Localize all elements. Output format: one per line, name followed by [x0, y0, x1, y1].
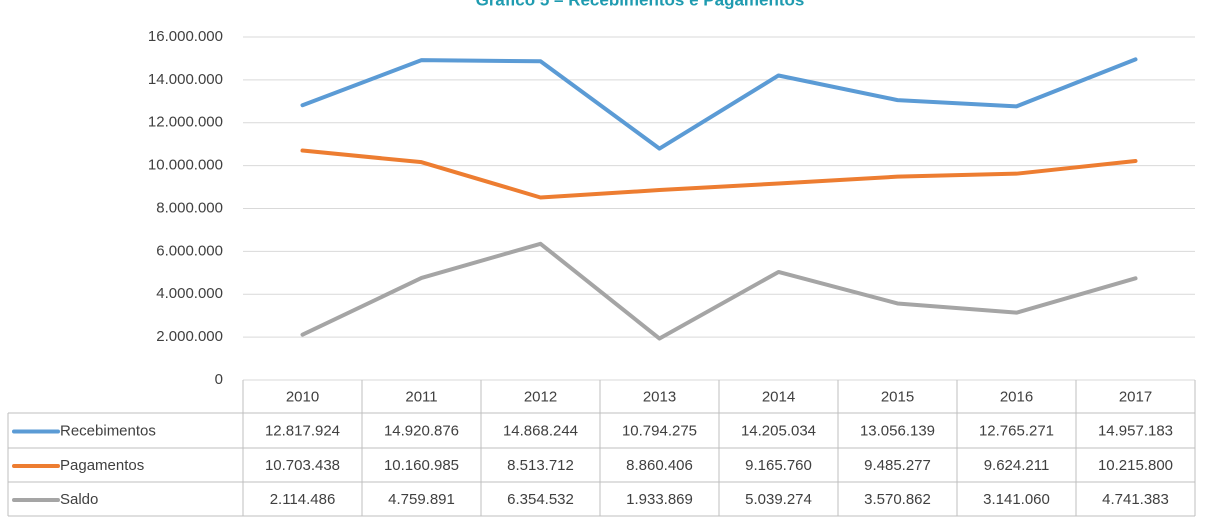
y-tick-label: 10.000.000	[148, 157, 223, 174]
table-value: 14.957.183	[1098, 422, 1173, 439]
x-tick-label: 2016	[1000, 388, 1033, 405]
series-line	[300, 241, 1138, 341]
table-value: 10.215.800	[1098, 457, 1173, 474]
x-tick-label: 2014	[762, 388, 795, 405]
y-tick-label: 8.000.000	[156, 199, 223, 216]
x-tick-label: 2015	[881, 388, 914, 405]
table-value: 14.920.876	[384, 422, 459, 439]
x-tick-label: 2013	[643, 388, 676, 405]
table-value: 4.741.383	[1102, 491, 1169, 508]
table-value: 10.160.985	[384, 457, 459, 474]
table-value: 10.703.438	[265, 457, 340, 474]
table-value: 9.165.760	[745, 457, 812, 474]
y-tick-label: 2.000.000	[156, 328, 223, 345]
legend-label: Recebimentos	[60, 422, 156, 439]
series-line	[300, 148, 1138, 200]
y-tick-label: 6.000.000	[156, 242, 223, 259]
table-value: 2.114.486	[270, 491, 336, 508]
table-value: 12.765.271	[979, 422, 1054, 439]
y-tick-label: 0	[215, 371, 223, 388]
table-value: 3.141.060	[983, 491, 1050, 508]
table-value: 4.759.891	[388, 491, 455, 508]
table-value: 14.205.034	[741, 422, 816, 439]
table-value: 9.624.211	[984, 457, 1050, 474]
table-value: 14.868.244	[503, 422, 578, 439]
y-tick-label: 16.000.000	[148, 28, 223, 45]
x-tick-label: 2012	[524, 388, 557, 405]
table-value: 12.817.924	[265, 422, 340, 439]
x-tick-label: 2017	[1119, 388, 1152, 405]
legend-label: Pagamentos	[60, 457, 144, 474]
x-tick-label: 2010	[286, 388, 319, 405]
chart-title: Gráfico 5 – Recebimentos e Pagamentos	[476, 0, 805, 9]
y-tick-label: 4.000.000	[156, 285, 223, 302]
table-value: 9.485.277	[864, 457, 931, 474]
table-value: 1.933.869	[626, 491, 693, 508]
table-value: 13.056.139	[860, 422, 935, 439]
table-value: 10.794.275	[622, 422, 697, 439]
table-value: 8.860.406	[626, 457, 693, 474]
table-value: 6.354.532	[507, 491, 574, 508]
x-tick-label: 2011	[405, 388, 437, 405]
y-tick-label: 12.000.000	[148, 114, 223, 131]
table-value: 5.039.274	[745, 491, 812, 508]
table-value: 8.513.712	[507, 457, 574, 474]
y-tick-label: 14.000.000	[148, 71, 223, 88]
legend-label: Saldo	[60, 491, 98, 508]
table-value: 3.570.862	[864, 491, 931, 508]
series-line	[300, 57, 1138, 151]
